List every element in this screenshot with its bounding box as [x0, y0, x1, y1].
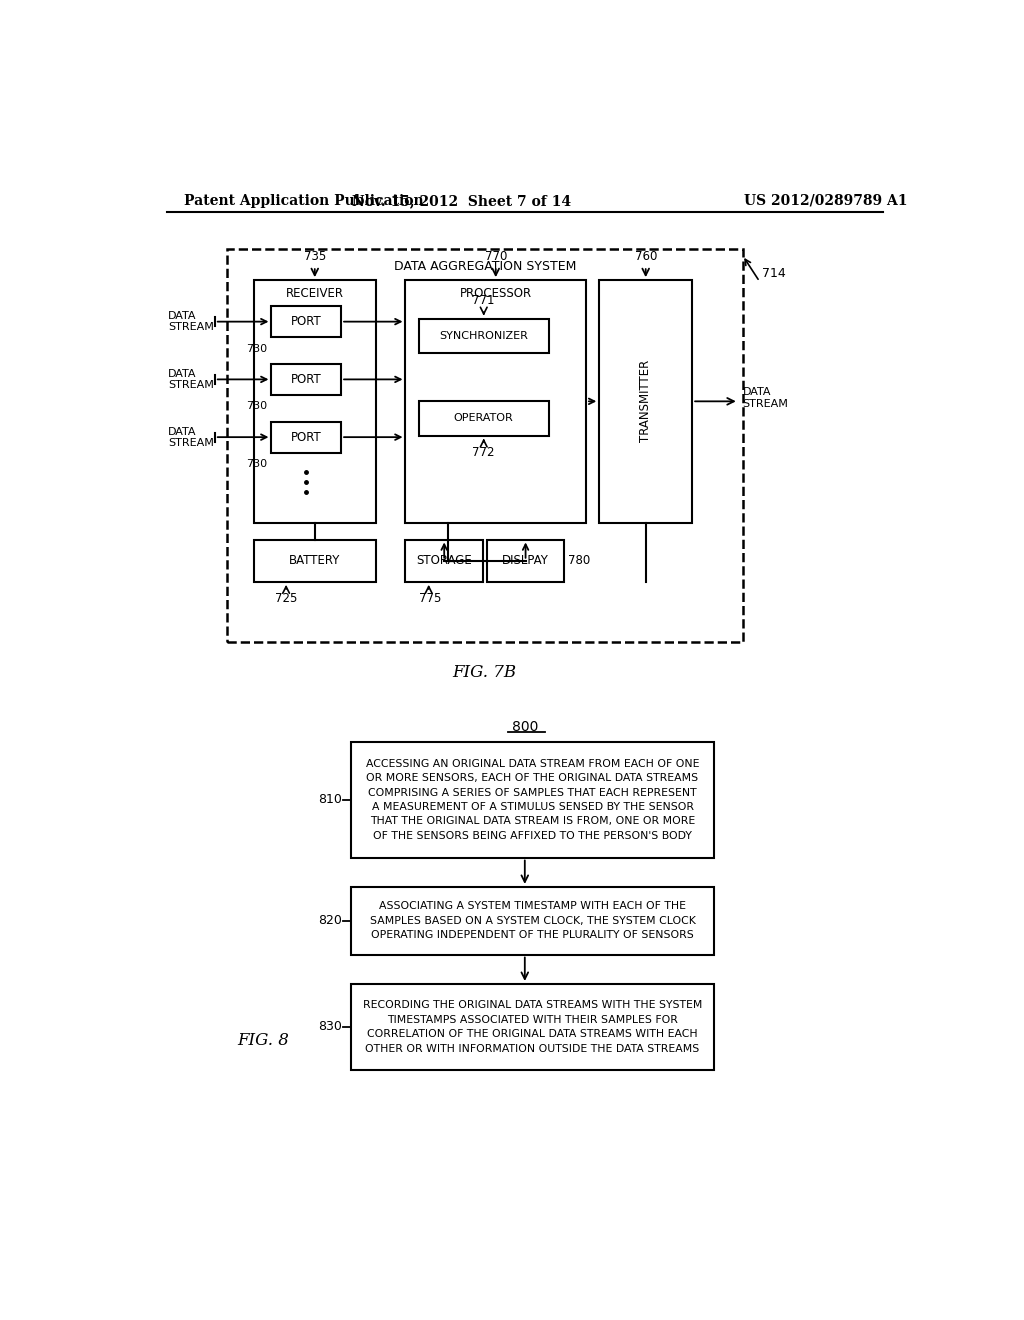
- Text: DATA: DATA: [742, 387, 771, 397]
- Text: STREAM: STREAM: [168, 380, 214, 389]
- Text: 810: 810: [318, 793, 342, 807]
- Text: DATA: DATA: [168, 370, 197, 379]
- Text: DATA: DATA: [168, 312, 197, 321]
- Text: STORAGE: STORAGE: [417, 554, 472, 568]
- Text: 830: 830: [318, 1020, 342, 1034]
- Text: FIG. 8: FIG. 8: [238, 1032, 290, 1049]
- Text: 730: 730: [247, 401, 267, 412]
- Text: 820: 820: [318, 915, 342, 927]
- Text: 730: 730: [247, 343, 267, 354]
- Bar: [351, 887, 714, 954]
- Text: 775: 775: [420, 593, 441, 606]
- Text: 760: 760: [635, 251, 656, 264]
- Text: 780: 780: [568, 554, 591, 568]
- Text: RECEIVER: RECEIVER: [286, 288, 344, 301]
- Text: Patent Application Publication: Patent Application Publication: [183, 194, 424, 207]
- Text: 800: 800: [512, 719, 538, 734]
- Text: DATA AGGREGATION SYSTEM: DATA AGGREGATION SYSTEM: [393, 260, 577, 273]
- Text: SYNCHRONIZER: SYNCHRONIZER: [439, 331, 528, 341]
- Text: 735: 735: [304, 251, 326, 264]
- Bar: [599, 280, 692, 523]
- Text: 714: 714: [762, 268, 785, 280]
- Bar: [271, 306, 341, 337]
- Text: PROCESSOR: PROCESSOR: [460, 288, 531, 301]
- Text: ASSOCIATING A SYSTEM TIMESTAMP WITH EACH OF THE
SAMPLES BASED ON A SYSTEM CLOCK,: ASSOCIATING A SYSTEM TIMESTAMP WITH EACH…: [370, 902, 695, 940]
- Text: STREAM: STREAM: [168, 322, 214, 333]
- Text: TRANSMITTER: TRANSMITTER: [639, 360, 652, 442]
- Text: STREAM: STREAM: [168, 437, 214, 447]
- Bar: [419, 401, 549, 436]
- Text: 770: 770: [484, 251, 507, 264]
- Bar: [227, 249, 742, 642]
- Bar: [254, 280, 376, 523]
- Text: Nov. 15, 2012  Sheet 7 of 14: Nov. 15, 2012 Sheet 7 of 14: [351, 194, 570, 207]
- Bar: [351, 742, 714, 858]
- Text: DISLPAY: DISLPAY: [502, 554, 549, 568]
- Bar: [254, 540, 376, 582]
- Bar: [419, 318, 549, 354]
- Text: 725: 725: [275, 593, 298, 606]
- Text: 730: 730: [247, 459, 267, 469]
- Bar: [271, 364, 341, 395]
- Bar: [406, 540, 483, 582]
- Text: DATA: DATA: [168, 426, 197, 437]
- Bar: [406, 280, 586, 523]
- Text: 772: 772: [472, 446, 495, 459]
- Text: STREAM: STREAM: [742, 400, 788, 409]
- Text: PORT: PORT: [291, 315, 322, 329]
- Text: ACCESSING AN ORIGINAL DATA STREAM FROM EACH OF ONE
OR MORE SENSORS, EACH OF THE : ACCESSING AN ORIGINAL DATA STREAM FROM E…: [366, 759, 699, 841]
- Text: 771: 771: [472, 293, 495, 306]
- Text: FIG. 7B: FIG. 7B: [453, 664, 516, 681]
- Text: US 2012/0289789 A1: US 2012/0289789 A1: [743, 194, 907, 207]
- Text: PORT: PORT: [291, 372, 322, 385]
- Text: PORT: PORT: [291, 430, 322, 444]
- Bar: [271, 422, 341, 453]
- Bar: [486, 540, 564, 582]
- Text: OPERATOR: OPERATOR: [454, 413, 514, 424]
- Text: RECORDING THE ORIGINAL DATA STREAMS WITH THE SYSTEM
TIMESTAMPS ASSOCIATED WITH T: RECORDING THE ORIGINAL DATA STREAMS WITH…: [362, 1001, 702, 1053]
- Text: BATTERY: BATTERY: [289, 554, 340, 568]
- Bar: [351, 983, 714, 1071]
